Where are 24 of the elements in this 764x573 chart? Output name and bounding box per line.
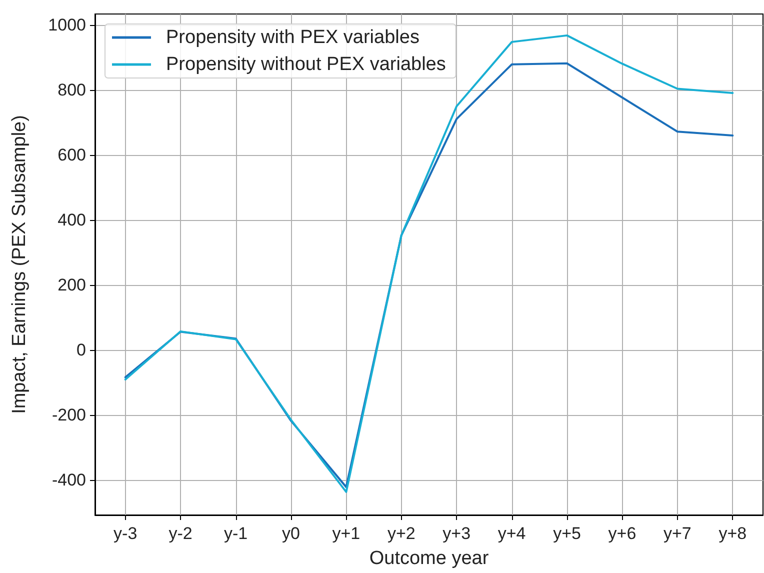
x-tick-label: y-2 [168, 524, 192, 543]
y-tick-label: 400 [58, 210, 86, 230]
y-axis-title: Impact, Earnings (PEX Subsample) [9, 115, 30, 414]
x-tick-label: y+3 [442, 524, 471, 543]
x-tick-label: y+5 [553, 524, 581, 543]
y-tick-label: 800 [58, 80, 86, 100]
x-axis-title: Outcome year [369, 548, 490, 569]
legend-label: Propensity with PEX variables [166, 27, 420, 48]
y-tick-label: -400 [52, 470, 86, 490]
y-tick-label: -200 [52, 405, 86, 424]
x-tick-label: y+8 [718, 524, 747, 543]
x-tick-label: y+7 [663, 524, 692, 543]
x-tick-label: y+4 [498, 524, 526, 543]
y-tick-label: 200 [58, 275, 86, 294]
x-tick-label: y+6 [608, 524, 636, 543]
x-tick-label: y+2 [387, 524, 416, 543]
y-tick-label: 1000 [48, 16, 86, 35]
x-tick-label: y+1 [332, 524, 360, 543]
legend-label: Propensity without PEX variables [166, 54, 446, 75]
x-tick-label: y0 [282, 524, 300, 543]
y-tick-label: 0 [76, 340, 86, 360]
y-tick-label: 600 [58, 146, 86, 165]
x-tick-label: y-1 [224, 524, 248, 543]
x-tick-label: y-3 [114, 524, 138, 543]
